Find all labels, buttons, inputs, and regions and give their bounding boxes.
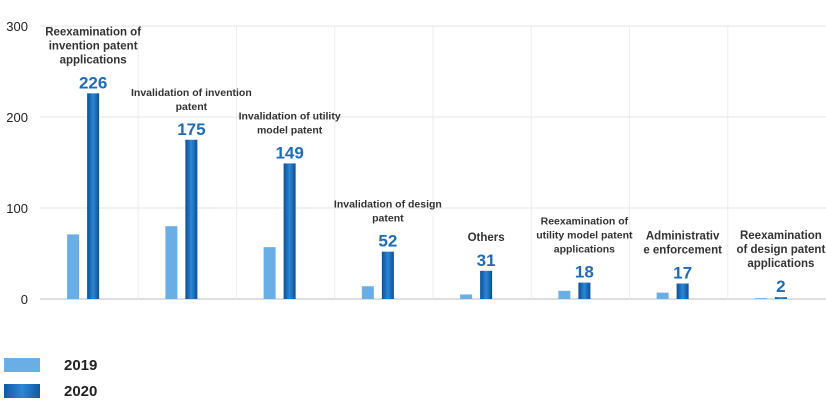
bar-2019	[165, 226, 178, 299]
bar-2020	[87, 93, 100, 299]
y-tick-label: 0	[21, 292, 28, 307]
bar-2019	[361, 286, 374, 299]
data-label-2020: 175	[177, 120, 205, 139]
category-label: Administrativ e enforcement	[643, 231, 722, 257]
category-label: Reexamination of invention patent applicat…	[45, 26, 141, 66]
category-label: Others	[468, 232, 505, 244]
bar-2020	[676, 283, 689, 299]
y-tick-label: 200	[6, 110, 28, 125]
category-label: Invalidation of invention patent	[131, 87, 252, 113]
bar-2020	[774, 297, 787, 299]
category-label: Invalidation of utility model patent	[239, 110, 341, 136]
data-label-2020: 52	[378, 232, 397, 251]
bar-2020	[480, 270, 493, 299]
bar-2020	[283, 163, 296, 299]
y-tick-label: 300	[6, 19, 28, 34]
data-label-2020: 149	[275, 143, 303, 162]
category-label: Reexamination of utility model patent appl…	[536, 216, 633, 256]
bar-2020	[578, 282, 591, 299]
legend-swatch-2020	[4, 384, 40, 398]
category-label: Reexamination of design patent application…	[736, 230, 825, 270]
legend-label-2020: 2020	[64, 382, 98, 400]
bar-2020	[381, 251, 394, 299]
y-tick-label: 100	[6, 201, 28, 216]
bar-2019	[67, 234, 80, 299]
data-label-2020: 18	[575, 263, 594, 282]
bar-2019	[754, 298, 767, 299]
data-label-2020: 17	[673, 264, 692, 283]
legend-swatch-2019	[4, 358, 40, 372]
bar-2019	[263, 247, 276, 299]
category-label: Invalidation of design patent	[334, 199, 442, 225]
bar-chart: 0 100 200 300 226 Reexamination of invention …	[6, 19, 826, 307]
bar-2020	[185, 139, 198, 299]
bar-2019	[558, 290, 571, 299]
data-label-2020: 31	[477, 251, 496, 270]
legend-item-2019: 2019	[4, 352, 97, 378]
data-label-2020: 226	[79, 73, 107, 92]
bar-2019	[656, 292, 669, 299]
data-label-2020: 2	[776, 277, 785, 296]
bar-2019	[460, 294, 473, 299]
chart-legend: 2019 2020	[4, 352, 97, 404]
legend-item-2020: 2020	[4, 378, 97, 404]
legend-label-2019: 2019	[64, 356, 98, 374]
